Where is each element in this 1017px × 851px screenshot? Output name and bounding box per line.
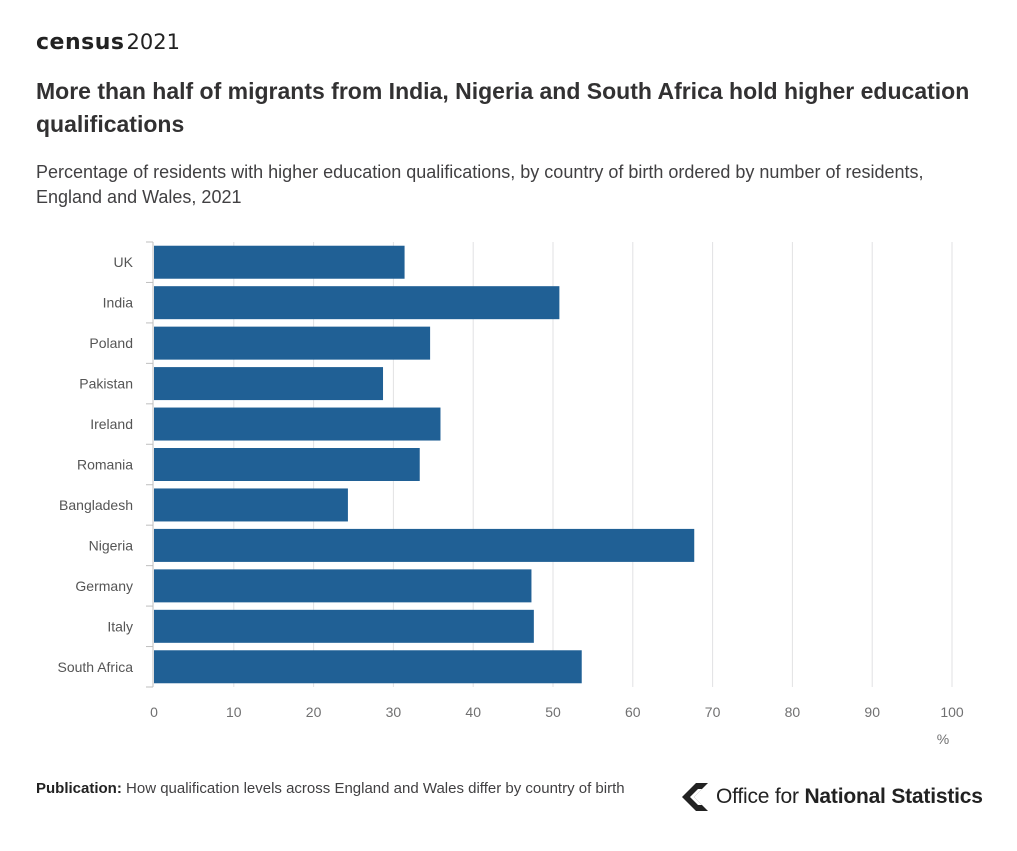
ons-org-name: National Statistics xyxy=(804,785,983,808)
x-tick-label: 80 xyxy=(785,704,801,720)
category-label: Bangladesh xyxy=(59,497,133,513)
category-label: India xyxy=(103,295,134,311)
bar xyxy=(154,326,431,360)
x-tick-label: 10 xyxy=(226,704,242,720)
x-tick-label: 0 xyxy=(150,704,158,720)
ons-org-prefix: Office for xyxy=(716,785,805,808)
x-tick-label: 100 xyxy=(940,704,964,720)
category-label: UK xyxy=(114,254,134,270)
bar xyxy=(154,367,384,401)
category-label: Ireland xyxy=(90,416,133,432)
bar xyxy=(154,650,582,684)
bar xyxy=(154,528,695,562)
bar-chart: UK India Poland Pakistan Ireland Romania Bangl… xyxy=(58,241,964,747)
bar xyxy=(154,488,348,522)
census-logo-word: census xyxy=(36,30,125,55)
bar xyxy=(154,609,534,643)
bar xyxy=(154,245,405,279)
x-tick-label: 70 xyxy=(705,704,721,720)
bar xyxy=(154,569,532,603)
chart-title: More than half of migrants from India, N… xyxy=(36,78,970,137)
x-tick-label: 20 xyxy=(306,704,322,720)
chart-subtitle: Percentage of residents with higher educ… xyxy=(36,162,924,207)
category-label: Italy xyxy=(107,618,133,634)
category-label: Nigeria xyxy=(89,537,134,553)
category-label: Germany xyxy=(75,578,133,594)
bar xyxy=(154,286,560,320)
category-label: Pakistan xyxy=(79,376,133,392)
x-axis-label: % xyxy=(937,731,949,747)
x-tick-label: 50 xyxy=(545,704,561,720)
x-tick-label: 30 xyxy=(386,704,402,720)
x-tick-label: 60 xyxy=(625,704,641,720)
category-label: Romania xyxy=(77,457,133,473)
x-tick-label: 90 xyxy=(864,704,880,720)
publication-note: Publication: How qualification levels ac… xyxy=(36,778,656,800)
bar xyxy=(154,407,441,441)
category-label: Poland xyxy=(89,335,133,351)
bar xyxy=(154,448,420,481)
x-tick-label: 40 xyxy=(465,704,481,720)
publication-label: Publication: xyxy=(36,780,122,797)
category-label: South Africa xyxy=(58,659,134,675)
census-logo: census 2021 xyxy=(36,30,180,60)
ons-logo: Office for National Statistics xyxy=(680,781,983,813)
ons-mark-icon xyxy=(682,783,708,811)
publication-link[interactable]: How qualification levels across England … xyxy=(126,780,625,797)
census-logo-year: 2021 xyxy=(126,30,180,54)
